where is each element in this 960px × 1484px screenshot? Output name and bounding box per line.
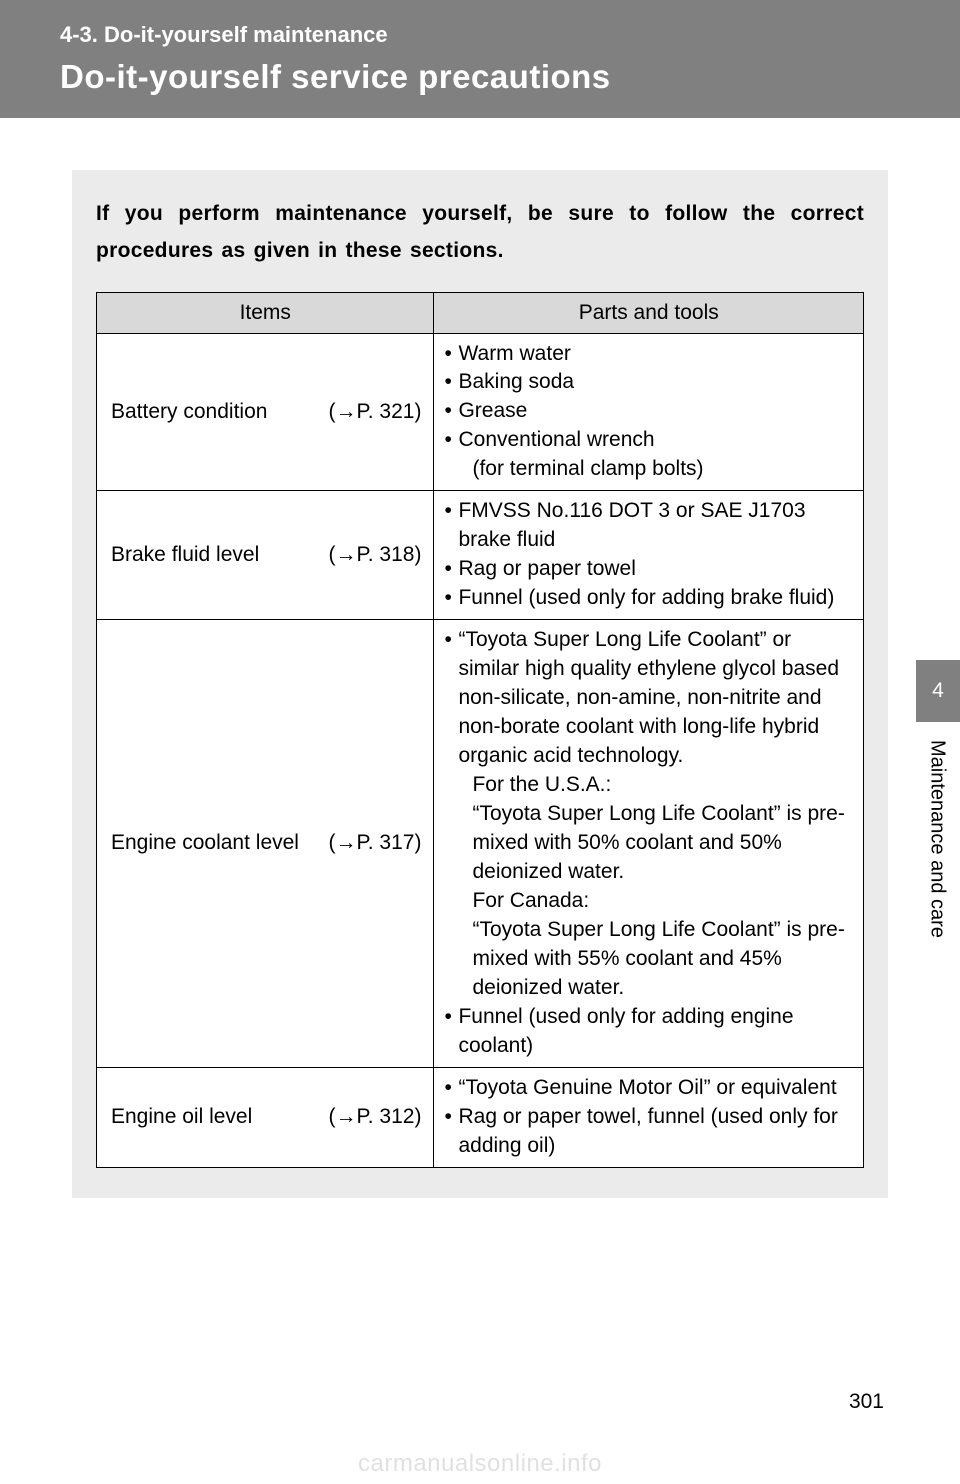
tool-subtext: “Toyota Super Long Life Coolant” is pre-… xyxy=(458,800,855,887)
chapter-tab: 4 xyxy=(916,660,960,722)
item-name: Engine coolant level xyxy=(111,831,299,855)
tools-list-item: Rag or paper towel xyxy=(444,555,855,584)
tool-text: Conventional wrench xyxy=(458,428,654,451)
item-name: Brake fluid level xyxy=(111,543,259,567)
content-box: If you perform maintenance yourself, be … xyxy=(72,170,888,1198)
tool-subtext: (for terminal clamp bolts) xyxy=(458,455,855,484)
tools-cell: FMVSS No.116 DOT 3 or SAE J1703 brake fl… xyxy=(434,491,864,620)
item-cell: Engine oil level (→P. 312) xyxy=(97,1067,434,1167)
watermark: carmanualsonline.info xyxy=(0,1450,960,1478)
maintenance-table: Items Parts and tools Battery condition (… xyxy=(96,292,864,1168)
tool-text: Warm water xyxy=(458,342,570,365)
page-title: Do-it-yourself service precautions xyxy=(60,58,960,96)
page: 4-3. Do-it-yourself maintenance Do-it-yo… xyxy=(0,0,960,1484)
tool-text: Funnel (used only for adding brake fluid… xyxy=(458,586,834,609)
table-row: Battery condition (→P. 321) Warm water Baki… xyxy=(97,333,864,491)
tool-text: Rag or paper towel, funnel (used only fo… xyxy=(458,1105,837,1157)
tool-subtext: “Toyota Super Long Life Coolant” is pre-… xyxy=(458,916,855,1003)
tool-text: “Toyota Super Long Life Coolant” or simi… xyxy=(458,628,839,767)
tool-text: FMVSS No.116 DOT 3 or SAE J1703 brake fl… xyxy=(458,499,805,551)
table-row: Engine oil level (→P. 312) “Toyota Genuine… xyxy=(97,1067,864,1167)
tools-cell: Warm water Baking soda Grease Conventional … xyxy=(434,333,864,491)
tool-text: Funnel (used only for adding engine cool… xyxy=(458,1005,793,1057)
tools-list-item: FMVSS No.116 DOT 3 or SAE J1703 brake fl… xyxy=(444,497,855,555)
tools-list-item: Funnel (used only for adding engine cool… xyxy=(444,1003,855,1061)
tools-list: FMVSS No.116 DOT 3 or SAE J1703 brake fl… xyxy=(444,497,855,613)
tools-list-item: Funnel (used only for adding brake fluid… xyxy=(444,584,855,613)
tools-list: “Toyota Super Long Life Coolant” or simi… xyxy=(444,626,855,1061)
tools-list: Warm water Baking soda Grease Conventional … xyxy=(444,340,855,485)
tools-list: “Toyota Genuine Motor Oil” or equivalent… xyxy=(444,1074,855,1161)
intro-text: If you perform maintenance yourself, be … xyxy=(96,196,864,270)
item-name: Engine oil level xyxy=(111,1105,252,1129)
tool-subtext: For the U.S.A.: xyxy=(458,771,855,800)
item-name: Battery condition xyxy=(111,400,267,424)
column-header-tools: Parts and tools xyxy=(434,292,864,333)
item-cell: Engine coolant level (→P. 317) xyxy=(97,620,434,1068)
tool-text: Rag or paper towel xyxy=(458,557,635,580)
column-header-items: Items xyxy=(97,292,434,333)
section-label: 4-3. Do-it-yourself maintenance xyxy=(60,22,960,48)
tool-text: Baking soda xyxy=(458,370,574,393)
tools-list-item: Rag or paper towel, funnel (used only fo… xyxy=(444,1103,855,1161)
tools-list-item: “Toyota Super Long Life Coolant” or simi… xyxy=(444,626,855,1003)
tools-list-item: Warm water xyxy=(444,340,855,369)
item-cell: Battery condition (→P. 321) xyxy=(97,333,434,491)
table-body: Battery condition (→P. 321) Warm water Baki… xyxy=(97,333,864,1167)
page-number: 301 xyxy=(849,1390,884,1414)
chapter-side-label: Maintenance and care xyxy=(922,740,952,1140)
item-cell: Brake fluid level (→P. 318) xyxy=(97,491,434,620)
tool-text: “Toyota Genuine Motor Oil” or equivalent xyxy=(458,1076,836,1099)
table-row: Brake fluid level (→P. 318) FMVSS No.116 D… xyxy=(97,491,864,620)
item-page-ref: (→P. 321) xyxy=(328,400,421,424)
tools-list-item: “Toyota Genuine Motor Oil” or equivalent xyxy=(444,1074,855,1103)
tool-subtext: For Canada: xyxy=(458,887,855,916)
tools-list-item: Baking soda xyxy=(444,368,855,397)
tools-list-item: Conventional wrench (for terminal clamp b… xyxy=(444,426,855,484)
item-page-ref: (→P. 312) xyxy=(328,1105,421,1129)
tools-list-item: Grease xyxy=(444,397,855,426)
tools-cell: “Toyota Genuine Motor Oil” or equivalent… xyxy=(434,1067,864,1167)
header-band: 4-3. Do-it-yourself maintenance Do-it-yo… xyxy=(0,0,960,118)
item-page-ref: (→P. 318) xyxy=(328,543,421,567)
item-page-ref: (→P. 317) xyxy=(328,831,421,855)
tool-text: Grease xyxy=(458,399,527,422)
table-row: Engine coolant level (→P. 317) “Toyota Sup… xyxy=(97,620,864,1068)
tools-cell: “Toyota Super Long Life Coolant” or simi… xyxy=(434,620,864,1068)
